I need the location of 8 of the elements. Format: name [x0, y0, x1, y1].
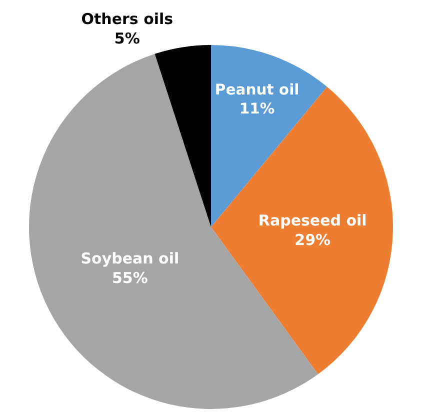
slice-label: Peanut oil: [214, 81, 300, 98]
slice-label: Others oils: [81, 10, 174, 28]
data-label: 29%: [294, 230, 331, 249]
data-label: 11%: [239, 100, 275, 118]
data-label: 5%: [114, 30, 140, 48]
data-label: 55%: [112, 269, 148, 288]
slice-label: Soybean oil: [80, 250, 180, 268]
slice-label: Rapeseed oil: [258, 211, 367, 230]
